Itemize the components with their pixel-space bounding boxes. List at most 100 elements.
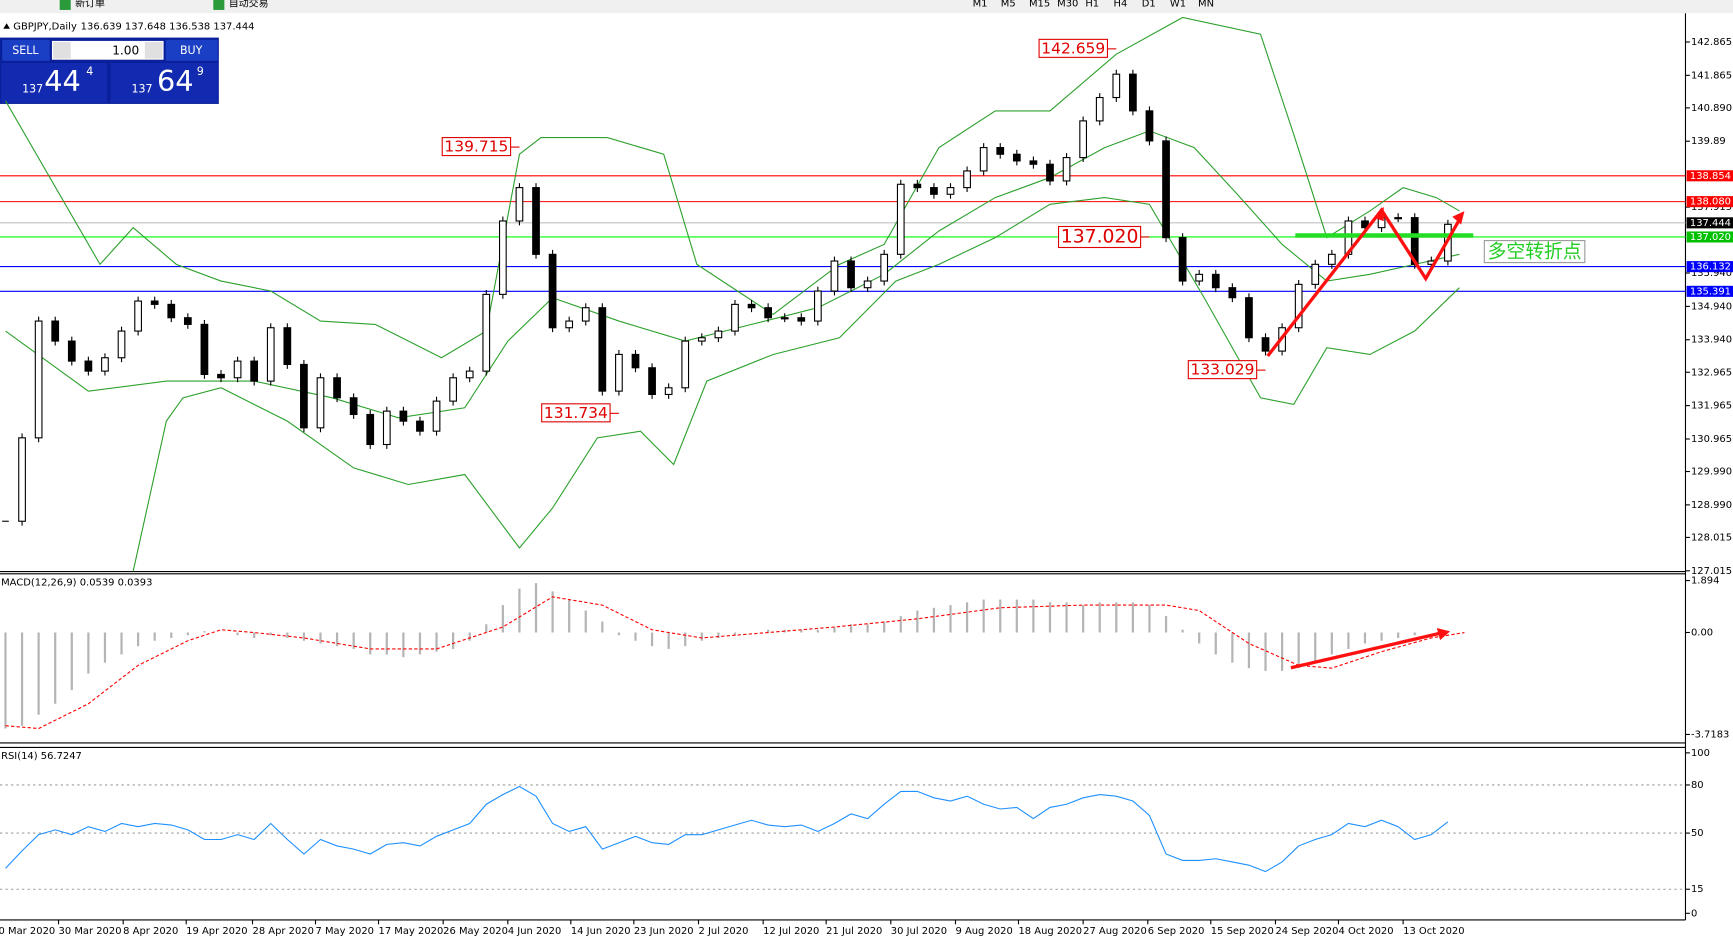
chart-ohlc: 136.639 137.648 136.538 137.444	[81, 22, 255, 33]
volume-up[interactable]	[144, 42, 163, 59]
y-tick-label: 100	[1691, 748, 1710, 759]
candle	[266, 327, 275, 382]
x-tick-label: 28 Apr 2020	[253, 926, 314, 937]
candle	[333, 377, 341, 399]
ask-box[interactable]	[110, 63, 218, 103]
bid-main: 44	[44, 64, 81, 98]
x-tick-label: 24 Sep 2020	[1275, 926, 1338, 937]
x-tick-label: 18 Aug 2020	[1018, 926, 1082, 937]
volume-value: 1.00	[112, 43, 139, 57]
callout: 多空转折点	[1488, 241, 1582, 263]
candle	[1145, 110, 1154, 142]
candle	[913, 183, 922, 189]
y-tick-label: 128.990	[1691, 500, 1732, 511]
indicator-title: RSI(14) 56.7247	[1, 751, 82, 762]
ask-main: 64	[157, 64, 194, 98]
candle	[498, 220, 507, 295]
candle	[515, 187, 524, 222]
timeframe-button[interactable]: M15	[1029, 0, 1050, 9]
candle	[714, 330, 723, 339]
candle	[1211, 273, 1220, 289]
y-tick-label: 139.89	[1691, 136, 1726, 147]
candle	[117, 330, 126, 359]
macd-arrow-head	[1436, 628, 1451, 641]
x-tick-label: 30 Mar 2020	[59, 926, 122, 937]
candle	[1112, 73, 1121, 99]
bid-big: 137	[22, 83, 43, 96]
candle	[200, 323, 209, 375]
candle	[532, 187, 540, 255]
timeframe-button[interactable]: H1	[1085, 0, 1099, 9]
x-tick-label: 9 Aug 2020	[955, 926, 1012, 937]
callout-box	[1483, 240, 1586, 264]
arrow-heads	[1373, 206, 1465, 225]
candle	[581, 307, 590, 322]
candle	[34, 320, 43, 439]
volume-down[interactable]	[53, 42, 71, 59]
x-tick-label: 27 Aug 2020	[1083, 926, 1147, 937]
sell-button[interactable]	[2, 39, 50, 61]
y-tick-label: 0	[1691, 908, 1697, 919]
candle	[863, 280, 872, 289]
candle	[316, 377, 325, 429]
candle	[1046, 163, 1054, 182]
candle	[349, 397, 358, 416]
buy-label: BUY	[180, 44, 203, 57]
timeframe-button[interactable]: M1	[973, 0, 988, 9]
y-tick-label: 127.015	[1691, 566, 1732, 577]
x-tick-label: 2 Jul 2020	[698, 926, 748, 937]
level-tag-label: 138.080	[1690, 197, 1731, 208]
candle	[283, 327, 292, 365]
price-annotation: 137.020	[1061, 226, 1139, 247]
level-tag-label: 136.132	[1690, 262, 1731, 273]
candle	[896, 183, 905, 255]
candle	[797, 317, 806, 322]
timeframe-button[interactable]: H4	[1114, 0, 1128, 9]
bid-box[interactable]	[1, 63, 108, 103]
candle	[648, 367, 656, 396]
candle	[449, 377, 457, 402]
x-tick-label: 17 May 2020	[379, 926, 444, 937]
level-tag-label: 135.391	[1690, 286, 1731, 297]
candle	[465, 370, 474, 379]
toolbar-button[interactable]: 新订单	[75, 0, 105, 9]
y-tick-label: 142.865	[1691, 37, 1732, 48]
candle	[482, 293, 491, 372]
toolbar-icon[interactable]	[213, 0, 225, 10]
candle	[84, 360, 93, 372]
candle	[1095, 96, 1104, 122]
x-tick-label: 8 Apr 2020	[123, 926, 178, 937]
candle	[1162, 140, 1170, 239]
x-tick-label: 4 Jun 2020	[508, 926, 561, 937]
timeframe-button[interactable]: M30	[1057, 0, 1078, 9]
toolbar-icon[interactable]	[59, 0, 71, 10]
y-tick-label: 134.940	[1691, 301, 1732, 312]
candle	[697, 337, 706, 342]
candle	[366, 413, 375, 446]
toolbar-button[interactable]: 自动交易	[229, 0, 269, 9]
candle	[1294, 283, 1303, 329]
candle	[764, 307, 772, 319]
x-tick-label: 21 Jul 2020	[826, 926, 882, 937]
buy-button[interactable]	[165, 39, 218, 61]
candle	[731, 303, 739, 332]
y-tick-label: 131.965	[1691, 401, 1732, 412]
volume-input[interactable]	[51, 40, 164, 60]
level-tag	[1686, 170, 1733, 182]
timeframe-button[interactable]: M5	[1001, 0, 1016, 9]
candle	[150, 300, 159, 305]
x-tick-label: 6 Sep 2020	[1148, 926, 1205, 937]
y-tick-label: 50	[1691, 828, 1704, 839]
macd-arrow	[1290, 631, 1440, 670]
timeframe-button[interactable]: MN	[1198, 0, 1214, 9]
candle	[963, 170, 971, 189]
candle	[930, 187, 938, 195]
candle	[382, 410, 391, 446]
level-tag-label: 137.444	[1690, 218, 1731, 229]
candle	[18, 437, 26, 522]
timeframe-button[interactable]: W1	[1170, 0, 1186, 9]
candle	[233, 360, 242, 379]
candle	[250, 360, 259, 382]
timeframe-button[interactable]: D1	[1142, 0, 1156, 9]
